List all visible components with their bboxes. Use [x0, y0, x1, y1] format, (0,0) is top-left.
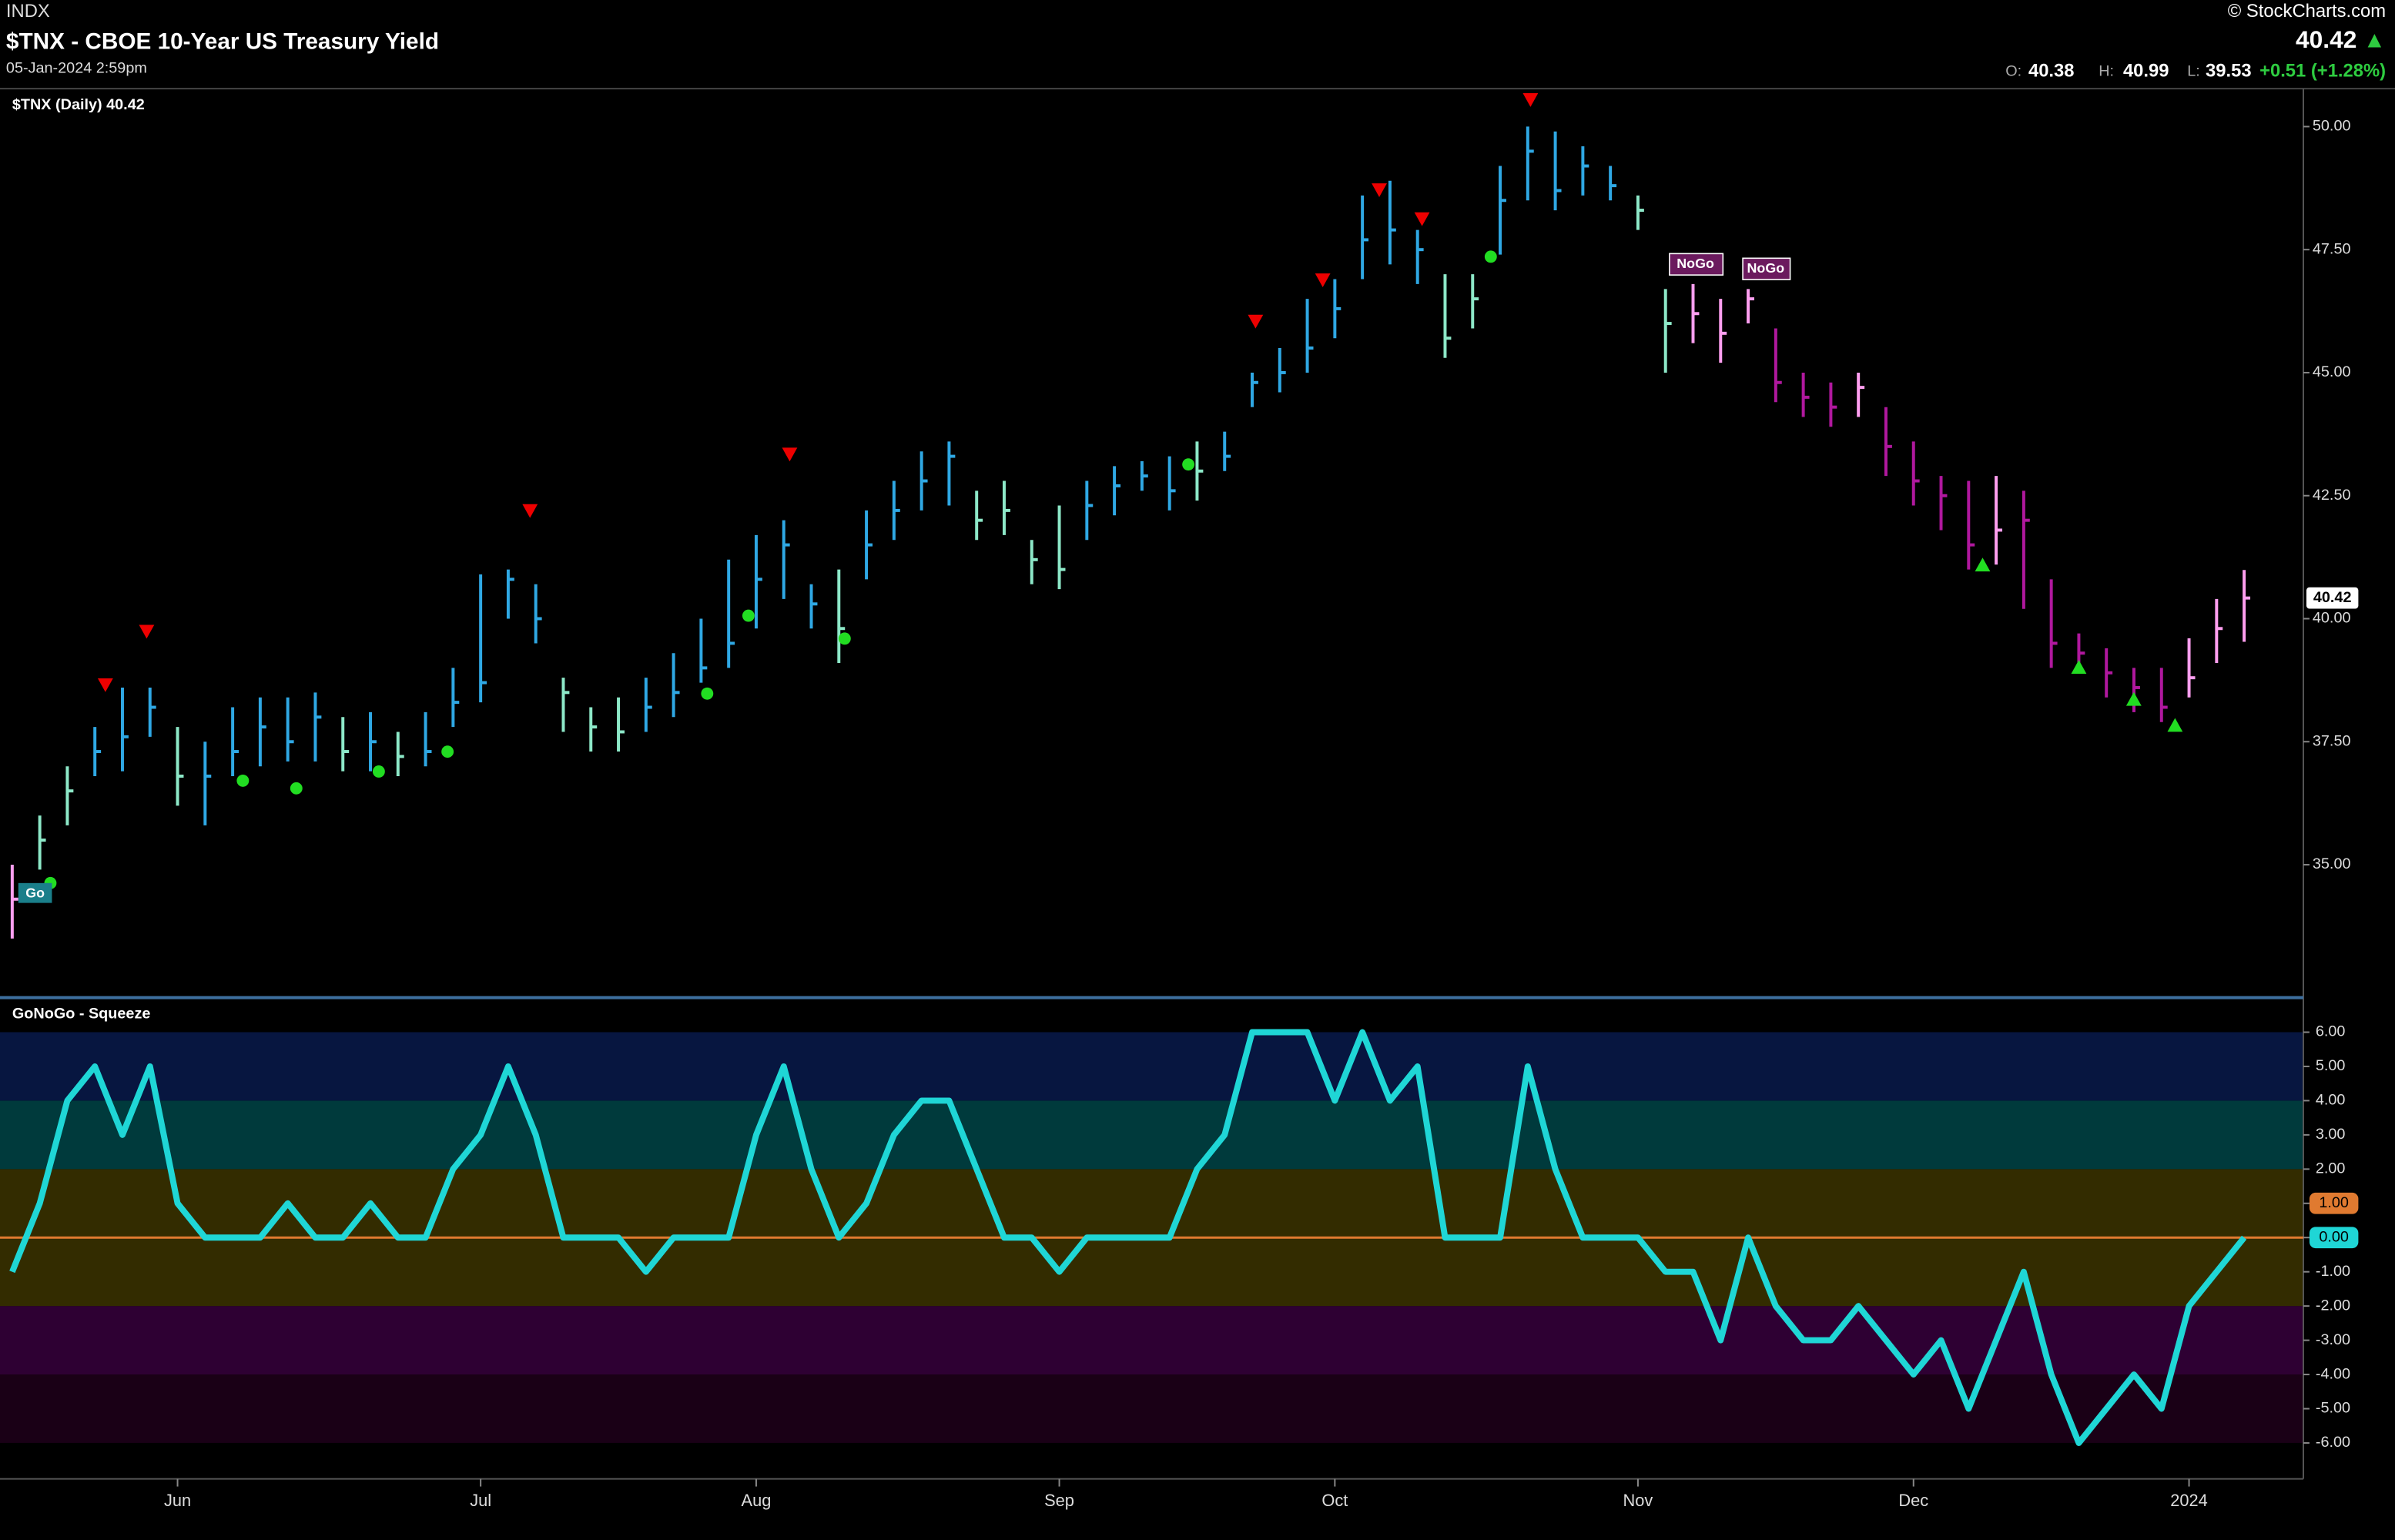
- x-tick-label: Sep: [1044, 1491, 1074, 1510]
- sell-signal: [1414, 212, 1430, 226]
- sell-signal: [522, 504, 538, 518]
- buy-dot: [838, 632, 851, 645]
- buy-dot: [742, 609, 755, 622]
- sell-signal: [1372, 183, 1387, 197]
- y-tick-label: -3.00: [2316, 1331, 2350, 1348]
- y-tick-label: -2.00: [2316, 1297, 2350, 1314]
- signals: [97, 93, 1772, 692]
- buy-triangle: [2125, 691, 2142, 706]
- oscillator-line: [9, 1029, 2247, 1446]
- x-tick-label: Aug: [742, 1491, 772, 1510]
- buy-triangle: [2167, 718, 2183, 732]
- y-tick-label: 40.00: [2313, 610, 2351, 627]
- y-tick-label: 35.00: [2313, 855, 2351, 872]
- open-label: O:: [2005, 62, 2022, 79]
- high-label: H:: [2099, 62, 2114, 79]
- oscillator-bands: [0, 1032, 2303, 1443]
- buy-dot: [1484, 250, 1497, 263]
- last-price-badge: [2306, 587, 2359, 609]
- buy-dot: [701, 687, 714, 700]
- y-tick-label: 37.50: [2313, 732, 2351, 749]
- buy-dot: [290, 782, 303, 795]
- y-tick-label: 2.00: [2316, 1160, 2346, 1177]
- nogo-label: NoGo: [1676, 256, 1714, 271]
- nogo-label-bg: [1742, 257, 1791, 280]
- value-badge: [2309, 1192, 2359, 1214]
- x-tick-label: Jul: [470, 1491, 491, 1510]
- x-tick-label: 2024: [2170, 1491, 2208, 1510]
- y-tick-label: 4.00: [2316, 1092, 2346, 1109]
- value-badge: [2309, 1227, 2359, 1249]
- sell-signal: [1315, 273, 1331, 288]
- oscillator-band: [0, 1100, 2303, 1170]
- sell-signal: [139, 624, 155, 639]
- y-tick-label: -1.00: [2316, 1263, 2350, 1280]
- y-tick-label: 47.50: [2313, 240, 2351, 257]
- y-tick-label: 3.00: [2316, 1126, 2346, 1143]
- buy-dot: [236, 774, 250, 787]
- value-badge-label: 0.00: [2319, 1228, 2349, 1245]
- last-price: 40.42: [2296, 25, 2356, 53]
- buy-triangle: [1975, 557, 1991, 572]
- chart-title: $TNX - CBOE 10-Year US Treasury Yield: [6, 28, 439, 54]
- y-tick-label: 45.00: [2313, 363, 2351, 380]
- x-tick-label: Jun: [164, 1491, 191, 1510]
- x-tick-label: Nov: [1623, 1491, 1653, 1510]
- last-price-badge-label: 40.42: [2313, 589, 2352, 606]
- sell-signal: [1248, 314, 1264, 329]
- low-label: L:: [2187, 62, 2200, 79]
- y-tick-label: 6.00: [2316, 1023, 2346, 1040]
- oscillator-title: GoNoGo - Squeeze: [12, 1006, 151, 1023]
- y-tick-label: -4.00: [2316, 1365, 2350, 1382]
- high: 40.99: [2123, 61, 2169, 82]
- sell-signal: [782, 447, 798, 462]
- up-arrow: ▲: [2363, 27, 2386, 52]
- go-label: Go: [25, 885, 45, 900]
- nogo-label: NoGo: [1747, 260, 1785, 276]
- value-badge-label: 1.00: [2319, 1194, 2349, 1211]
- nogo-label-bg: [1669, 253, 1724, 276]
- oscillator-band: [0, 1306, 2303, 1375]
- change: +0.51 (+1.28%): [2259, 61, 2386, 82]
- x-tick-label: Dec: [1898, 1491, 1928, 1510]
- oscillator-band: [0, 1374, 2303, 1443]
- sell-signal: [97, 678, 113, 692]
- y-tick-label: 42.50: [2313, 487, 2351, 504]
- go-label-bg: [18, 882, 52, 903]
- buy-triangle: [2071, 660, 2087, 674]
- copyright: © StockCharts.com: [2228, 1, 2386, 22]
- y-tick-label: -6.00: [2316, 1434, 2350, 1451]
- y-tick-label: 50.00: [2313, 118, 2351, 135]
- exchange: INDX: [6, 1, 50, 22]
- oscillator-band: [0, 1237, 2303, 1307]
- oscillator-band: [0, 1169, 2303, 1238]
- low: 39.53: [2206, 61, 2252, 82]
- price-panel-title: $TNX (Daily) 40.42: [12, 96, 145, 113]
- x-tick-label: Oct: [1321, 1491, 1348, 1510]
- timestamp: 05-Jan-2024 2:59pm: [6, 60, 147, 77]
- plot: 35.00 37.50 40.00 42.50 45.00 47.50 50.00 40.42…: [0, 118, 2359, 1510]
- open: 40.38: [2028, 61, 2075, 82]
- sell-signal: [1522, 93, 1539, 107]
- buy-dot: [441, 745, 454, 758]
- y-tick-label: 5.00: [2316, 1057, 2346, 1074]
- buy-dot: [372, 765, 385, 778]
- y-tick-label: -5.00: [2316, 1400, 2350, 1417]
- panel-label-bg: [2, 95, 150, 116]
- oscillator-band: [0, 1032, 2303, 1101]
- buy-dot: [1182, 458, 1195, 471]
